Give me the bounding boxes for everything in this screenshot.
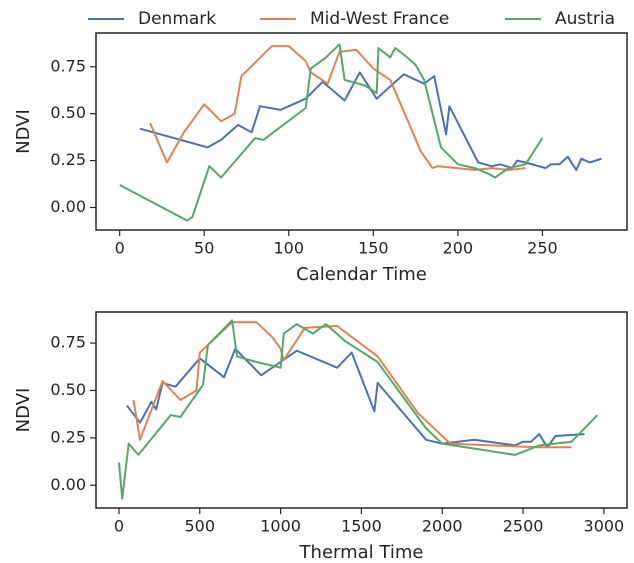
y-tick-label: 0.00 (50, 475, 86, 494)
series-line (126, 347, 585, 449)
x-tick-label: 1000 (260, 517, 301, 536)
x-tick-label: 3000 (584, 517, 625, 536)
y-tick-label: 0.75 (50, 333, 86, 352)
legend-label: Austria (555, 9, 615, 29)
x-tick-label: 0 (114, 517, 124, 536)
series-line (139, 71, 602, 171)
y-tick-label: 0.25 (50, 150, 86, 169)
legend-label: Denmark (138, 9, 216, 29)
y-tick-label: 0.25 (50, 427, 86, 446)
plot-frame (95, 311, 628, 509)
x-tick-label: 0 (115, 239, 125, 258)
x-tick-label: 2000 (422, 517, 463, 536)
x-tick-label: 2500 (503, 517, 544, 536)
series-line (132, 321, 572, 449)
plot-frame (95, 32, 628, 231)
series-line (119, 43, 544, 222)
x-tick-label: 50 (194, 239, 214, 258)
y-tick-label: 0.75 (50, 56, 86, 75)
x-tick-label: 500 (185, 517, 216, 536)
series-line (118, 319, 599, 500)
x-tick-label: 1500 (341, 517, 382, 536)
y-axis-label: NDVI (13, 109, 34, 154)
x-tick-label: 100 (274, 239, 305, 258)
x-axis-label: Calendar Time (296, 264, 427, 285)
y-tick-label: 0.50 (50, 380, 86, 399)
y-axis-label: NDVI (13, 388, 34, 433)
x-tick-label: 150 (358, 239, 389, 258)
y-tick-label: 0.50 (50, 103, 86, 122)
series-line (149, 45, 526, 171)
x-tick-label: 250 (527, 239, 558, 258)
x-tick-label: 200 (443, 239, 474, 258)
x-axis-label: Thermal Time (299, 542, 424, 563)
legend-label: Mid-West France (310, 9, 449, 29)
y-tick-label: 0.00 (50, 197, 86, 216)
